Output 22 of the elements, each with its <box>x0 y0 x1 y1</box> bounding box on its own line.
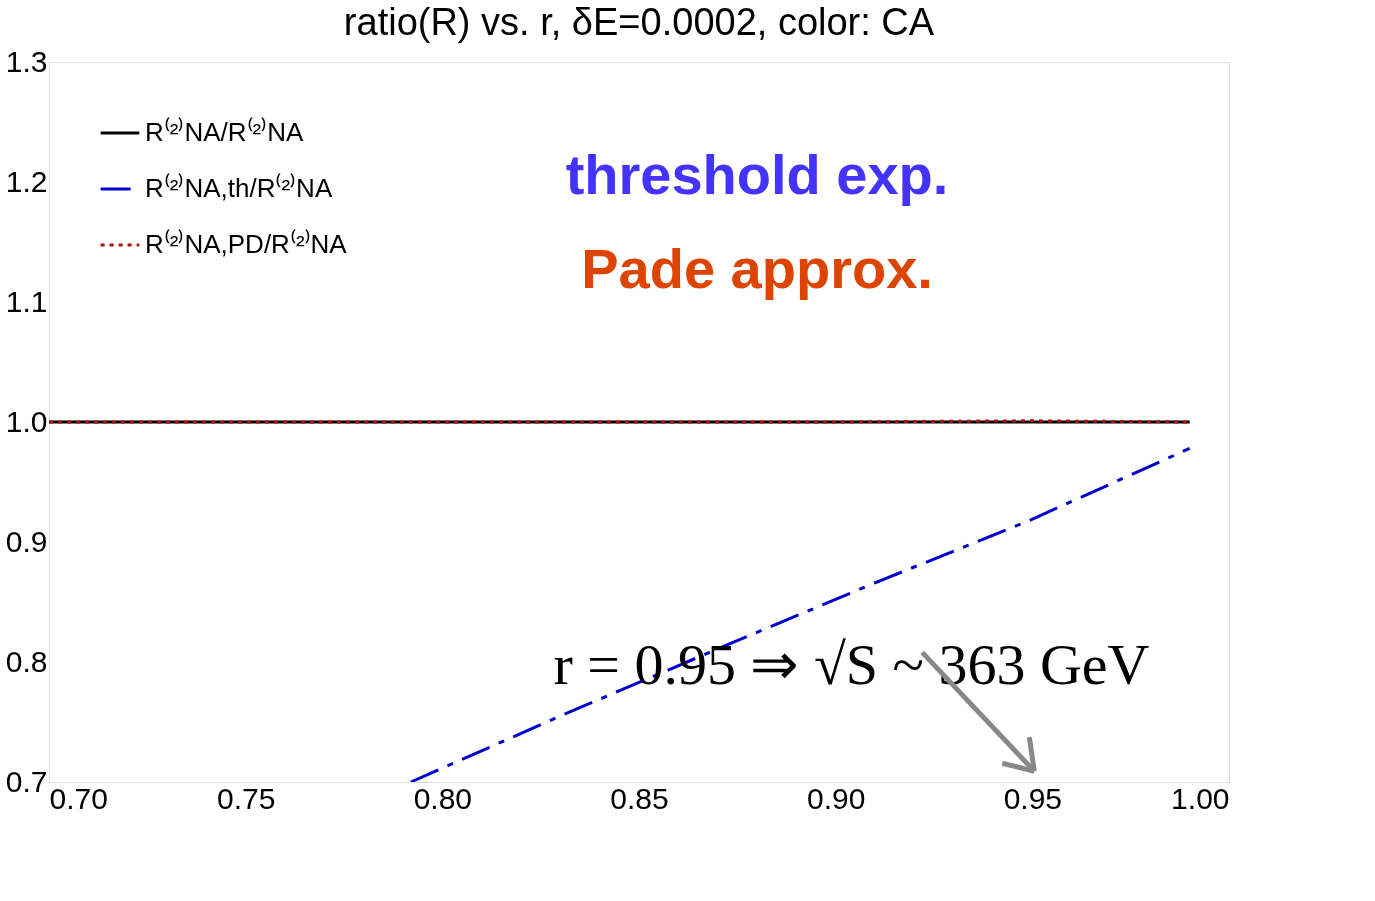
x-tick-label: 0.90 <box>806 781 866 815</box>
y-tick-label: 0.7 <box>5 764 48 798</box>
y-tick-label: 1.2 <box>5 164 48 198</box>
x-tick-label: 1.00 <box>1171 781 1230 815</box>
x-tick-label: 0.85 <box>610 781 669 815</box>
x-tick-label: 0.75 <box>216 781 276 815</box>
y-tick-label: 1.0 <box>5 404 48 438</box>
annotation: r = 0.95 ⇒ √S ~ 363 GeV <box>553 631 1150 697</box>
chart-title: ratio(R) vs. r, δE=0.0002, color: CA <box>343 1 935 43</box>
line-series <box>409 446 1192 782</box>
y-tick-label: 0.9 <box>5 524 48 558</box>
legend-label: R⁽²⁾NA/R⁽²⁾NA <box>145 117 304 147</box>
legend-label: R⁽²⁾NA,th/R⁽²⁾NA <box>145 173 333 203</box>
legend-label: R⁽²⁾NA,PD/R⁽²⁾NA <box>145 229 348 259</box>
x-tick-label: 0.95 <box>1003 781 1063 815</box>
annotation: threshold exp. <box>565 143 949 207</box>
y-tick-label: 1.3 <box>5 44 48 78</box>
y-tick-label: 0.8 <box>5 644 48 678</box>
x-tick-label: 0.80 <box>413 781 473 815</box>
x-tick-label: 0.70 <box>49 781 108 815</box>
y-tick-label: 1.1 <box>5 284 48 318</box>
annotation: Pade approx. <box>581 236 933 300</box>
